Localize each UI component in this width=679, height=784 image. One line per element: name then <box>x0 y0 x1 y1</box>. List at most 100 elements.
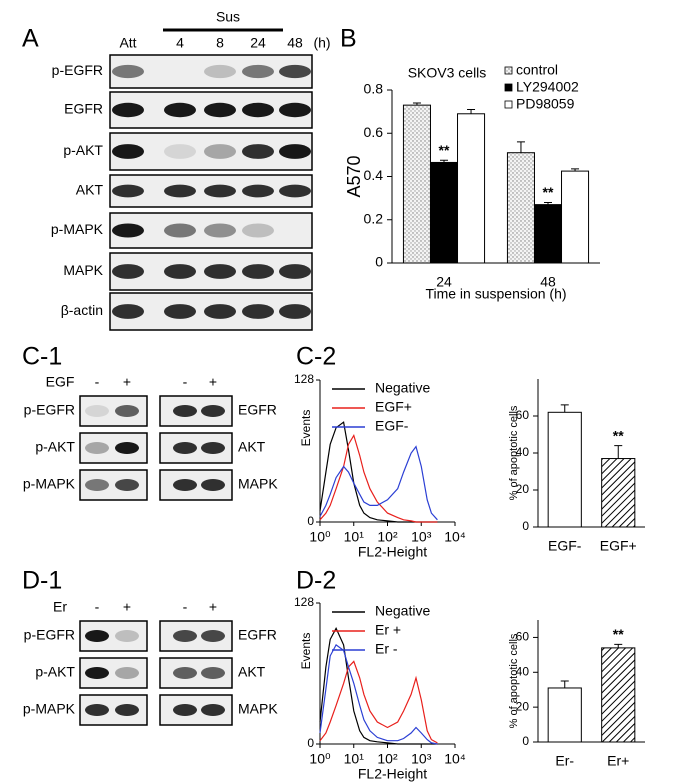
row-label: p-MAPK <box>51 221 104 237</box>
row-label: p-AKT <box>35 664 75 680</box>
legend-label: LY294002 <box>516 79 579 95</box>
bar <box>561 170 590 264</box>
y-axis-label: % of apoptotic cells <box>508 405 520 500</box>
row-label: AKT <box>238 664 266 680</box>
annotation: ** <box>613 427 624 443</box>
row-label: EGFR <box>238 402 277 418</box>
bar <box>429 161 459 264</box>
row-label: p-AKT <box>63 142 103 158</box>
blot-band <box>85 704 109 716</box>
blot-band <box>279 64 311 79</box>
lane-label: - <box>95 374 100 390</box>
panel-label: D-1 <box>22 567 62 595</box>
x-tick-label: 10² <box>377 751 398 767</box>
y-tick-label: 40 <box>516 445 530 459</box>
y-tick-label: 0 <box>307 514 314 528</box>
histogram-line <box>319 660 438 744</box>
row-label: MAPK <box>238 476 278 492</box>
row-label: p-EGFR <box>52 62 103 78</box>
bar <box>547 687 582 743</box>
x-axis-label: Time in suspension (h) <box>425 286 566 302</box>
blot-band <box>173 442 197 454</box>
blot-band <box>204 184 236 198</box>
blot <box>79 657 148 689</box>
blot-band <box>242 64 274 79</box>
y-tick-label: 0 <box>307 736 314 750</box>
legend-label: Negative <box>375 380 430 396</box>
lane-label: 8 <box>216 35 224 51</box>
blot-band <box>112 264 144 279</box>
y-axis-label: Events <box>299 633 313 670</box>
y-tick-label: 20 <box>516 482 530 496</box>
panel-label: C-1 <box>22 343 62 371</box>
panel-label: B <box>340 25 357 53</box>
lane-label: Att <box>119 35 136 51</box>
blot-band <box>201 704 225 716</box>
histogram-line <box>319 434 438 523</box>
legend-label: Er - <box>375 641 398 657</box>
lane-label: + <box>123 599 131 615</box>
y-tick-label: 0 <box>522 519 529 533</box>
blot-band <box>242 264 274 279</box>
bar <box>402 104 431 264</box>
lane-label: + <box>209 374 217 390</box>
x-tick-label: 48 <box>540 274 556 290</box>
blot-band <box>164 144 196 159</box>
row-label: p-EGFR <box>24 402 75 418</box>
bar <box>601 647 636 743</box>
y-tick-label: 60 <box>516 630 530 644</box>
legend-swatch <box>504 66 513 75</box>
y-tick-label: 0.4 <box>364 167 384 183</box>
blot-band <box>164 304 196 319</box>
panel-label: D-2 <box>296 567 336 595</box>
legend-label: EGF+ <box>375 399 412 415</box>
x-tick-label: 10⁴ <box>444 751 466 767</box>
blot-band <box>204 144 236 159</box>
blot-band <box>201 479 225 491</box>
error-bar <box>467 108 476 114</box>
annotation: ** <box>543 184 554 200</box>
legend-swatch <box>504 100 513 109</box>
error-bar <box>614 643 623 648</box>
y-axis-label: Events <box>299 410 313 447</box>
annotation: ** <box>439 142 450 158</box>
blot-band <box>115 704 139 716</box>
lane-label: - <box>183 599 188 615</box>
error-bar <box>614 445 623 459</box>
treatment-label: EGF <box>46 374 75 390</box>
blot-band <box>112 184 144 198</box>
lane-label: - <box>95 599 100 615</box>
blot-band <box>242 144 274 159</box>
blot-band <box>112 223 144 238</box>
y-tick-label: 0 <box>375 254 383 270</box>
x-axis-label: FL2-Height <box>358 544 427 560</box>
x-tick-label: EGF- <box>548 538 582 554</box>
error-bar <box>560 680 569 688</box>
bar <box>601 458 636 528</box>
blot-band <box>115 479 139 491</box>
blot-band <box>201 405 225 417</box>
legend-label: Er + <box>375 622 401 638</box>
blot-band <box>204 223 236 238</box>
blot-band <box>201 442 225 454</box>
blot-band <box>85 630 109 642</box>
blot-band <box>173 405 197 417</box>
blot-band <box>115 442 139 454</box>
blot-band <box>279 102 311 118</box>
unit-label: (h) <box>313 35 330 51</box>
row-label: MAPK <box>238 701 278 717</box>
error-bar <box>516 141 525 153</box>
blot <box>109 54 313 89</box>
blot-band <box>173 667 197 679</box>
blot-band <box>112 304 144 319</box>
blot-band <box>279 304 311 319</box>
y-tick-label: 128 <box>294 372 314 386</box>
x-tick-label: Er- <box>555 753 574 769</box>
error-bar <box>571 168 580 172</box>
row-label: p-MAPK <box>23 701 76 717</box>
legend-label: control <box>516 62 558 78</box>
y-tick-label: 0 <box>522 734 529 748</box>
blot-band <box>164 102 196 118</box>
lane-label: 48 <box>287 35 303 51</box>
histogram-line <box>319 644 438 745</box>
